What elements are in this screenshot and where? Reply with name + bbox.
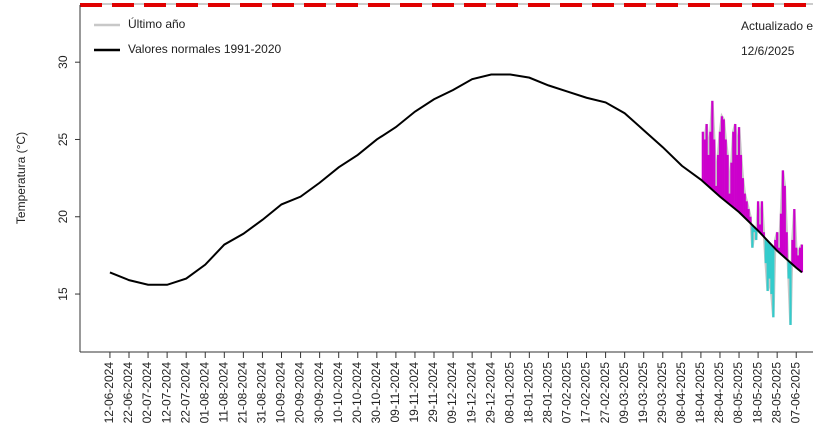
x-tick-label: 11-08-2024: [216, 362, 230, 423]
x-tick-label: 12-06-2024: [102, 362, 116, 424]
x-tick-label: 30-10-2024: [369, 362, 383, 424]
x-tick-label: 02-07-2024: [140, 362, 154, 424]
x-tick-label: 19-12-2024: [464, 362, 478, 424]
y-tick-label: 30: [56, 55, 70, 69]
x-tick-label: 20-09-2024: [293, 362, 307, 424]
x-tick-label: 22-07-2024: [178, 362, 192, 424]
x-tick-label: 18-05-2025: [750, 362, 764, 424]
x-tick-label: 28-05-2025: [769, 362, 783, 424]
x-tick-label: 01-08-2024: [197, 362, 211, 424]
y-tick-label: 15: [56, 287, 70, 301]
x-tick-label: 08-01-2025: [502, 362, 516, 424]
x-tick-label: 09-12-2024: [445, 362, 459, 424]
x-tick-label: 08-04-2025: [674, 362, 688, 424]
x-tick-label: 18-04-2025: [693, 362, 707, 424]
series-line: [109, 73, 803, 286]
x-tick-label: 30-09-2024: [312, 362, 326, 424]
x-tick-label: 20-10-2024: [350, 362, 364, 424]
x-tick-label: 12-07-2024: [159, 362, 173, 424]
x-tick-label: 10-09-2024: [274, 362, 288, 424]
x-tick-label: 17-02-2025: [579, 362, 593, 424]
x-tick-label: 21-08-2024: [236, 362, 250, 424]
note-title: Actualizado e: [741, 19, 813, 33]
legend-label: Valores normales 1991-2020: [128, 42, 282, 56]
x-tick-label: 08-05-2025: [731, 362, 745, 424]
series-line: [701, 100, 804, 326]
x-tick-label: 09-11-2024: [388, 362, 402, 423]
legend-label: Último año: [128, 16, 186, 31]
note-date: 12/6/2025: [741, 44, 795, 58]
x-tick-label: 28-01-2025: [541, 362, 555, 424]
x-tick-label: 07-02-2025: [560, 362, 574, 424]
x-tick-label: 29-12-2024: [483, 362, 497, 424]
x-tick-label: 09-03-2025: [617, 362, 631, 424]
x-tick-label: 10-10-2024: [331, 362, 345, 424]
x-tick-label: 31-08-2024: [255, 362, 269, 424]
y-tick-label: 20: [56, 210, 70, 224]
x-tick-label: 18-01-2025: [522, 362, 536, 424]
y-tick-label: 25: [56, 132, 70, 146]
y-axis-label: Temperatura (°C): [14, 132, 28, 224]
x-tick-label: 07-06-2025: [788, 362, 802, 424]
x-tick-label: 19-11-2024: [407, 362, 421, 423]
x-tick-label: 28-04-2025: [712, 362, 726, 424]
x-tick-label: 29-11-2024: [426, 362, 440, 423]
x-tick-label: 29-03-2025: [655, 362, 669, 424]
x-tick-label: 19-03-2025: [636, 362, 650, 424]
x-tick-label: 22-06-2024: [121, 362, 135, 424]
x-tick-label: 27-02-2025: [598, 362, 612, 424]
